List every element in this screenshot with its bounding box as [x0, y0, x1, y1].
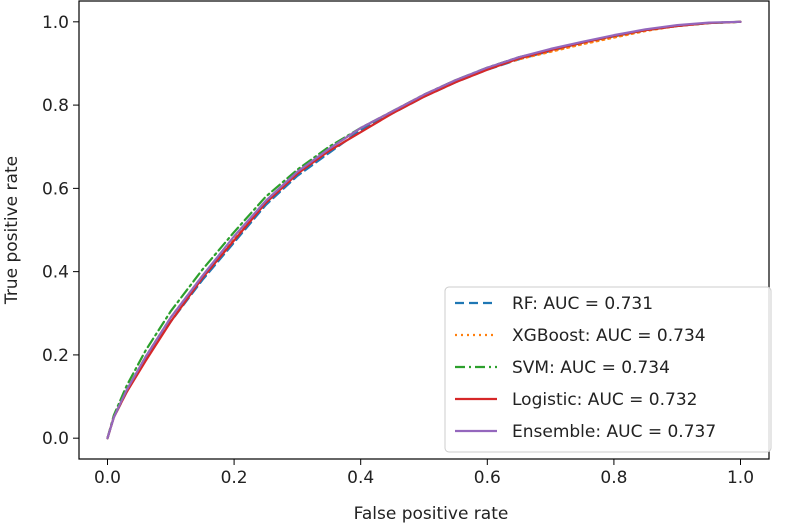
x-tick-label: 0.0 — [94, 468, 121, 488]
x-tick-label: 1.0 — [727, 468, 754, 488]
y-tick-label: 0.2 — [42, 346, 69, 366]
x-tick-label: 0.2 — [221, 468, 248, 488]
y-tick-label: 0.8 — [42, 96, 69, 116]
y-tick-label: 0.4 — [42, 263, 69, 283]
y-axis-label: True positive rate — [2, 156, 22, 305]
legend: RF: AUC = 0.731 XGBoost: AUC = 0.734 SVM: … — [444, 286, 772, 453]
legend-label-2: XGBoost: AUC = 0.734 — [512, 326, 706, 346]
series-lines — [106, 20, 742, 440]
y-tick-label: 0.6 — [42, 179, 69, 199]
y-tick-label: 1.0 — [42, 13, 69, 33]
legend-label-1: RF: AUC = 0.731 — [512, 294, 653, 314]
x-tick-label: 0.4 — [347, 468, 374, 488]
y-tick-label: 0.0 — [42, 429, 69, 449]
x-tick-label: 0.6 — [474, 468, 501, 488]
legend-box — [444, 286, 772, 453]
x-axis-label: False positive rate — [354, 504, 509, 524]
legend-label-5: Ensemble: AUC = 0.737 — [512, 422, 716, 442]
legend-label-4: Logistic: AUC = 0.732 — [512, 390, 697, 410]
axis-ticks: 0.0 0.2 0.4 0.6 0.8 1.0 0.0 0.2 0.4 0.6 0.8 1.0 — [42, 13, 754, 488]
plot-frame — [78, 0, 770, 460]
series-line-5 — [106, 20, 742, 440]
legend-label-3: SVM: AUC = 0.734 — [512, 358, 670, 378]
x-tick-label: 0.8 — [600, 468, 627, 488]
